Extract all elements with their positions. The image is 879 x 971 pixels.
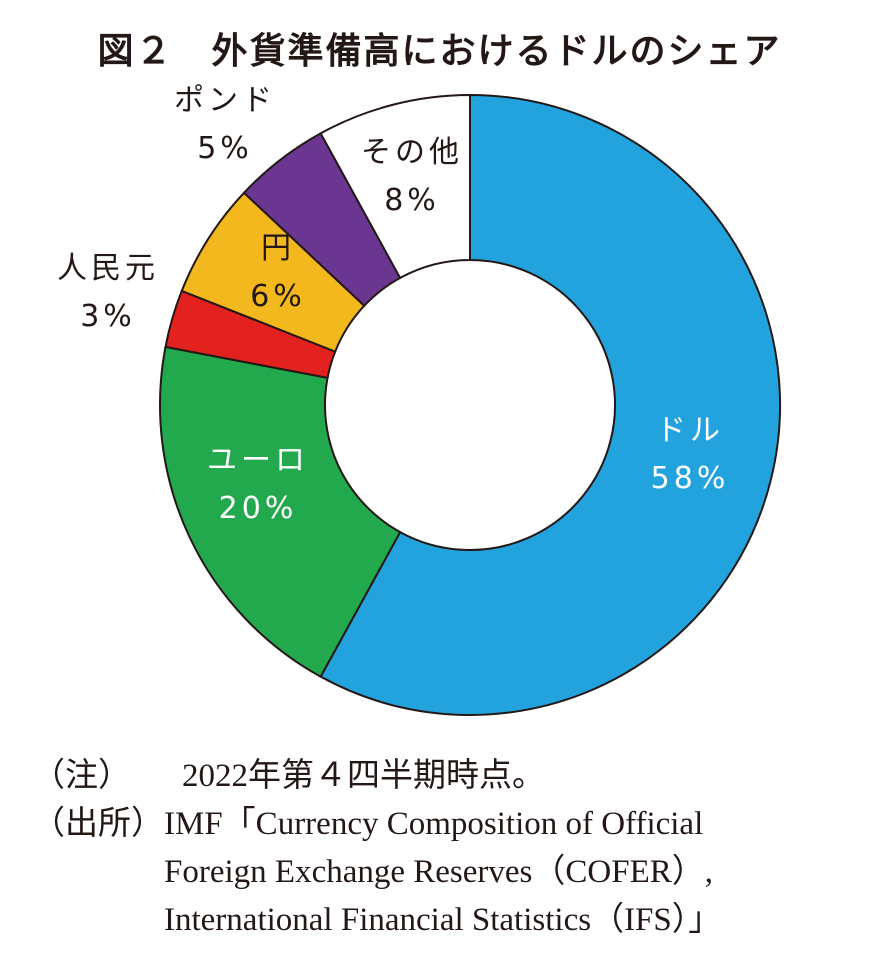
note-row: （注） 2022年第４四半期時点。: [32, 752, 721, 800]
slice-value-label: 58%: [651, 461, 730, 496]
slice-label: ポンド: [174, 83, 276, 118]
donut-chart: ドル 58% ユーロ 20% 人民元 3% 円 6% ポンド 5% その他 8%: [57, 83, 781, 716]
slice-value-label: 6%: [250, 279, 306, 314]
slice-0: [319, 93, 781, 716]
chart-title: 図２ 外貨準備高におけるドルのシェア: [97, 31, 782, 72]
slice-label: ドル: [656, 413, 724, 448]
slice-5: [319, 93, 471, 280]
slice-label: 人民元: [57, 251, 159, 286]
slice-1: [159, 345, 402, 679]
slice-value-label: 20%: [219, 491, 298, 526]
slice-value-label: 3%: [80, 299, 136, 334]
source-row: （出所） IMF「Currency Composition of Officia…: [32, 800, 721, 944]
source-line: IMF「Currency Composition of Official: [164, 806, 704, 842]
note-line: 2022年第４四半期時点。: [182, 758, 545, 794]
slice-label: 円: [261, 231, 295, 266]
source-line: International Financial Statistics（IFS）」: [164, 902, 722, 938]
source-line: Foreign Exchange Reserves（COFER）,: [164, 854, 713, 890]
slice-label: その他: [361, 135, 463, 170]
slice-label: ユーロ: [207, 443, 309, 478]
note-label: （注）: [32, 758, 131, 794]
notes: （注） 2022年第４四半期時点。 （出所） IMF「Currency Comp…: [32, 752, 721, 944]
slice-value-label: 8%: [384, 183, 440, 218]
slice-value-label: 5%: [197, 131, 253, 166]
source-label: （出所）: [32, 806, 164, 842]
